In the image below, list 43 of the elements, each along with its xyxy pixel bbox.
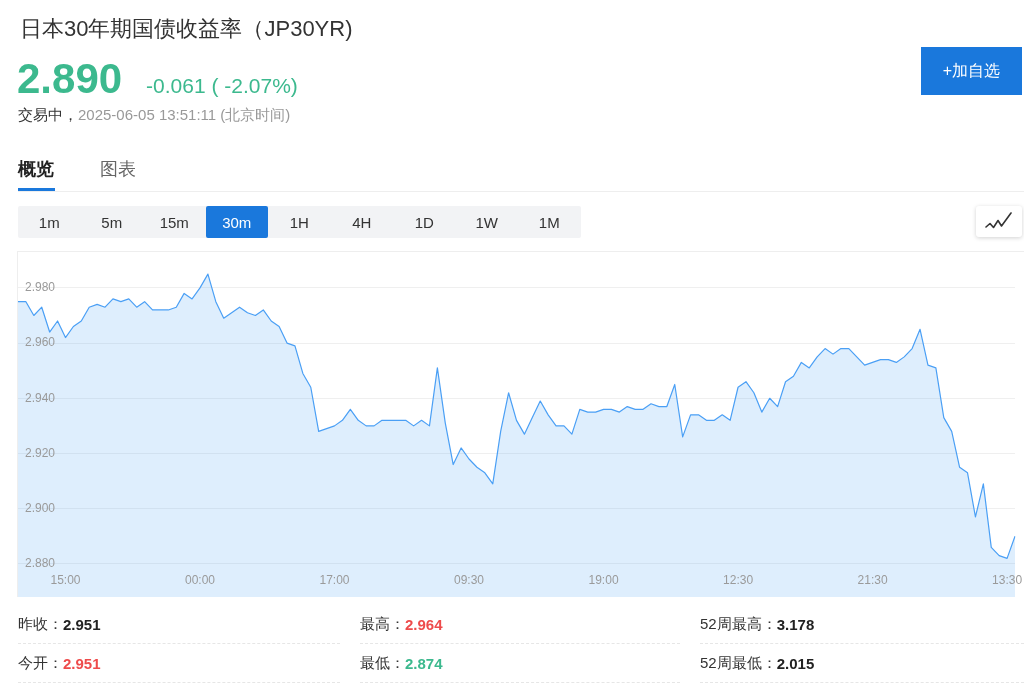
x-tick-label: 00:00 <box>184 573 216 588</box>
add-button: +加自选 <box>921 47 1022 95</box>
text: 2.015 <box>776 654 815 672</box>
y-tick-label: 2.880 <box>25 556 56 571</box>
text: 2.890 <box>17 55 123 103</box>
interval-button: 1W <box>455 206 518 238</box>
text: 2.874 <box>405 654 443 672</box>
text: 52周最高： <box>700 614 777 634</box>
y-tick-label: 2.940 <box>25 390 56 405</box>
interval-button: 1m <box>18 206 81 238</box>
text: 2.951 <box>63 615 101 633</box>
interval-button: 5m <box>80 206 143 238</box>
text: -0.061 ( -2.07%) <box>146 74 298 98</box>
interval-button: 15m <box>143 206 206 238</box>
interval-button: 4H <box>330 206 393 238</box>
text: 最高： <box>360 614 405 634</box>
x-tick-label: 09:30 <box>454 573 485 588</box>
text: 今开： <box>18 653 63 673</box>
x-tick-label: 12:30 <box>723 573 754 588</box>
y-tick-label: 2.960 <box>25 335 56 350</box>
text: 概览 <box>18 158 54 181</box>
text: 52周最低： <box>700 653 777 673</box>
text: 2025-06-05 13:51:11 (北京时间) <box>78 106 291 123</box>
text: 3.178 <box>776 615 815 633</box>
x-tick-label: 15:00 <box>50 573 81 588</box>
x-tick-label: 21:30 <box>857 573 888 588</box>
text: 交易中， <box>18 106 78 123</box>
y-tick-label: 2.920 <box>25 445 56 460</box>
chart-title: 日本30年期国债收益率（JP30YR) <box>20 15 353 43</box>
x-tick-label: 19:00 <box>588 573 619 588</box>
interval-button: 1M <box>518 206 581 238</box>
text: 昨收： <box>18 614 63 634</box>
text: 最低： <box>360 653 405 673</box>
x-tick-label: 13:30 <box>992 573 1023 588</box>
text: 2.964 <box>405 615 443 633</box>
interval-button: 1D <box>393 206 456 238</box>
interval-button: 30m <box>205 206 268 238</box>
text: 图表 <box>100 158 136 181</box>
y-tick-label: 2.900 <box>25 500 56 515</box>
y-tick-label: 2.980 <box>25 280 56 295</box>
text: 2.951 <box>63 654 101 672</box>
interval-button: 1H <box>268 206 331 238</box>
x-tick-label: 17:00 <box>319 573 350 588</box>
